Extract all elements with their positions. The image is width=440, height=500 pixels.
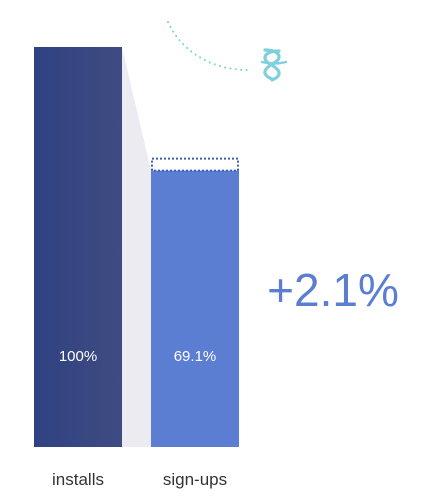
bar-installs — [34, 47, 122, 447]
bar-value-label-installs: 100% — [59, 348, 97, 365]
change-percentage-label: +2.1% — [267, 264, 399, 316]
category-label-signups: sign-ups — [163, 470, 227, 489]
decorative-dotted-arc — [167, 21, 249, 71]
funnel-connector — [122, 47, 151, 447]
bar-value-label-signups: 69.1% — [174, 348, 217, 365]
bar-signups — [151, 170, 239, 447]
decoration-group — [167, 21, 288, 82]
abstract-swirl-icon — [260, 48, 288, 82]
category-label-installs: installs — [52, 470, 104, 489]
previous-value-marker — [151, 157, 239, 172]
